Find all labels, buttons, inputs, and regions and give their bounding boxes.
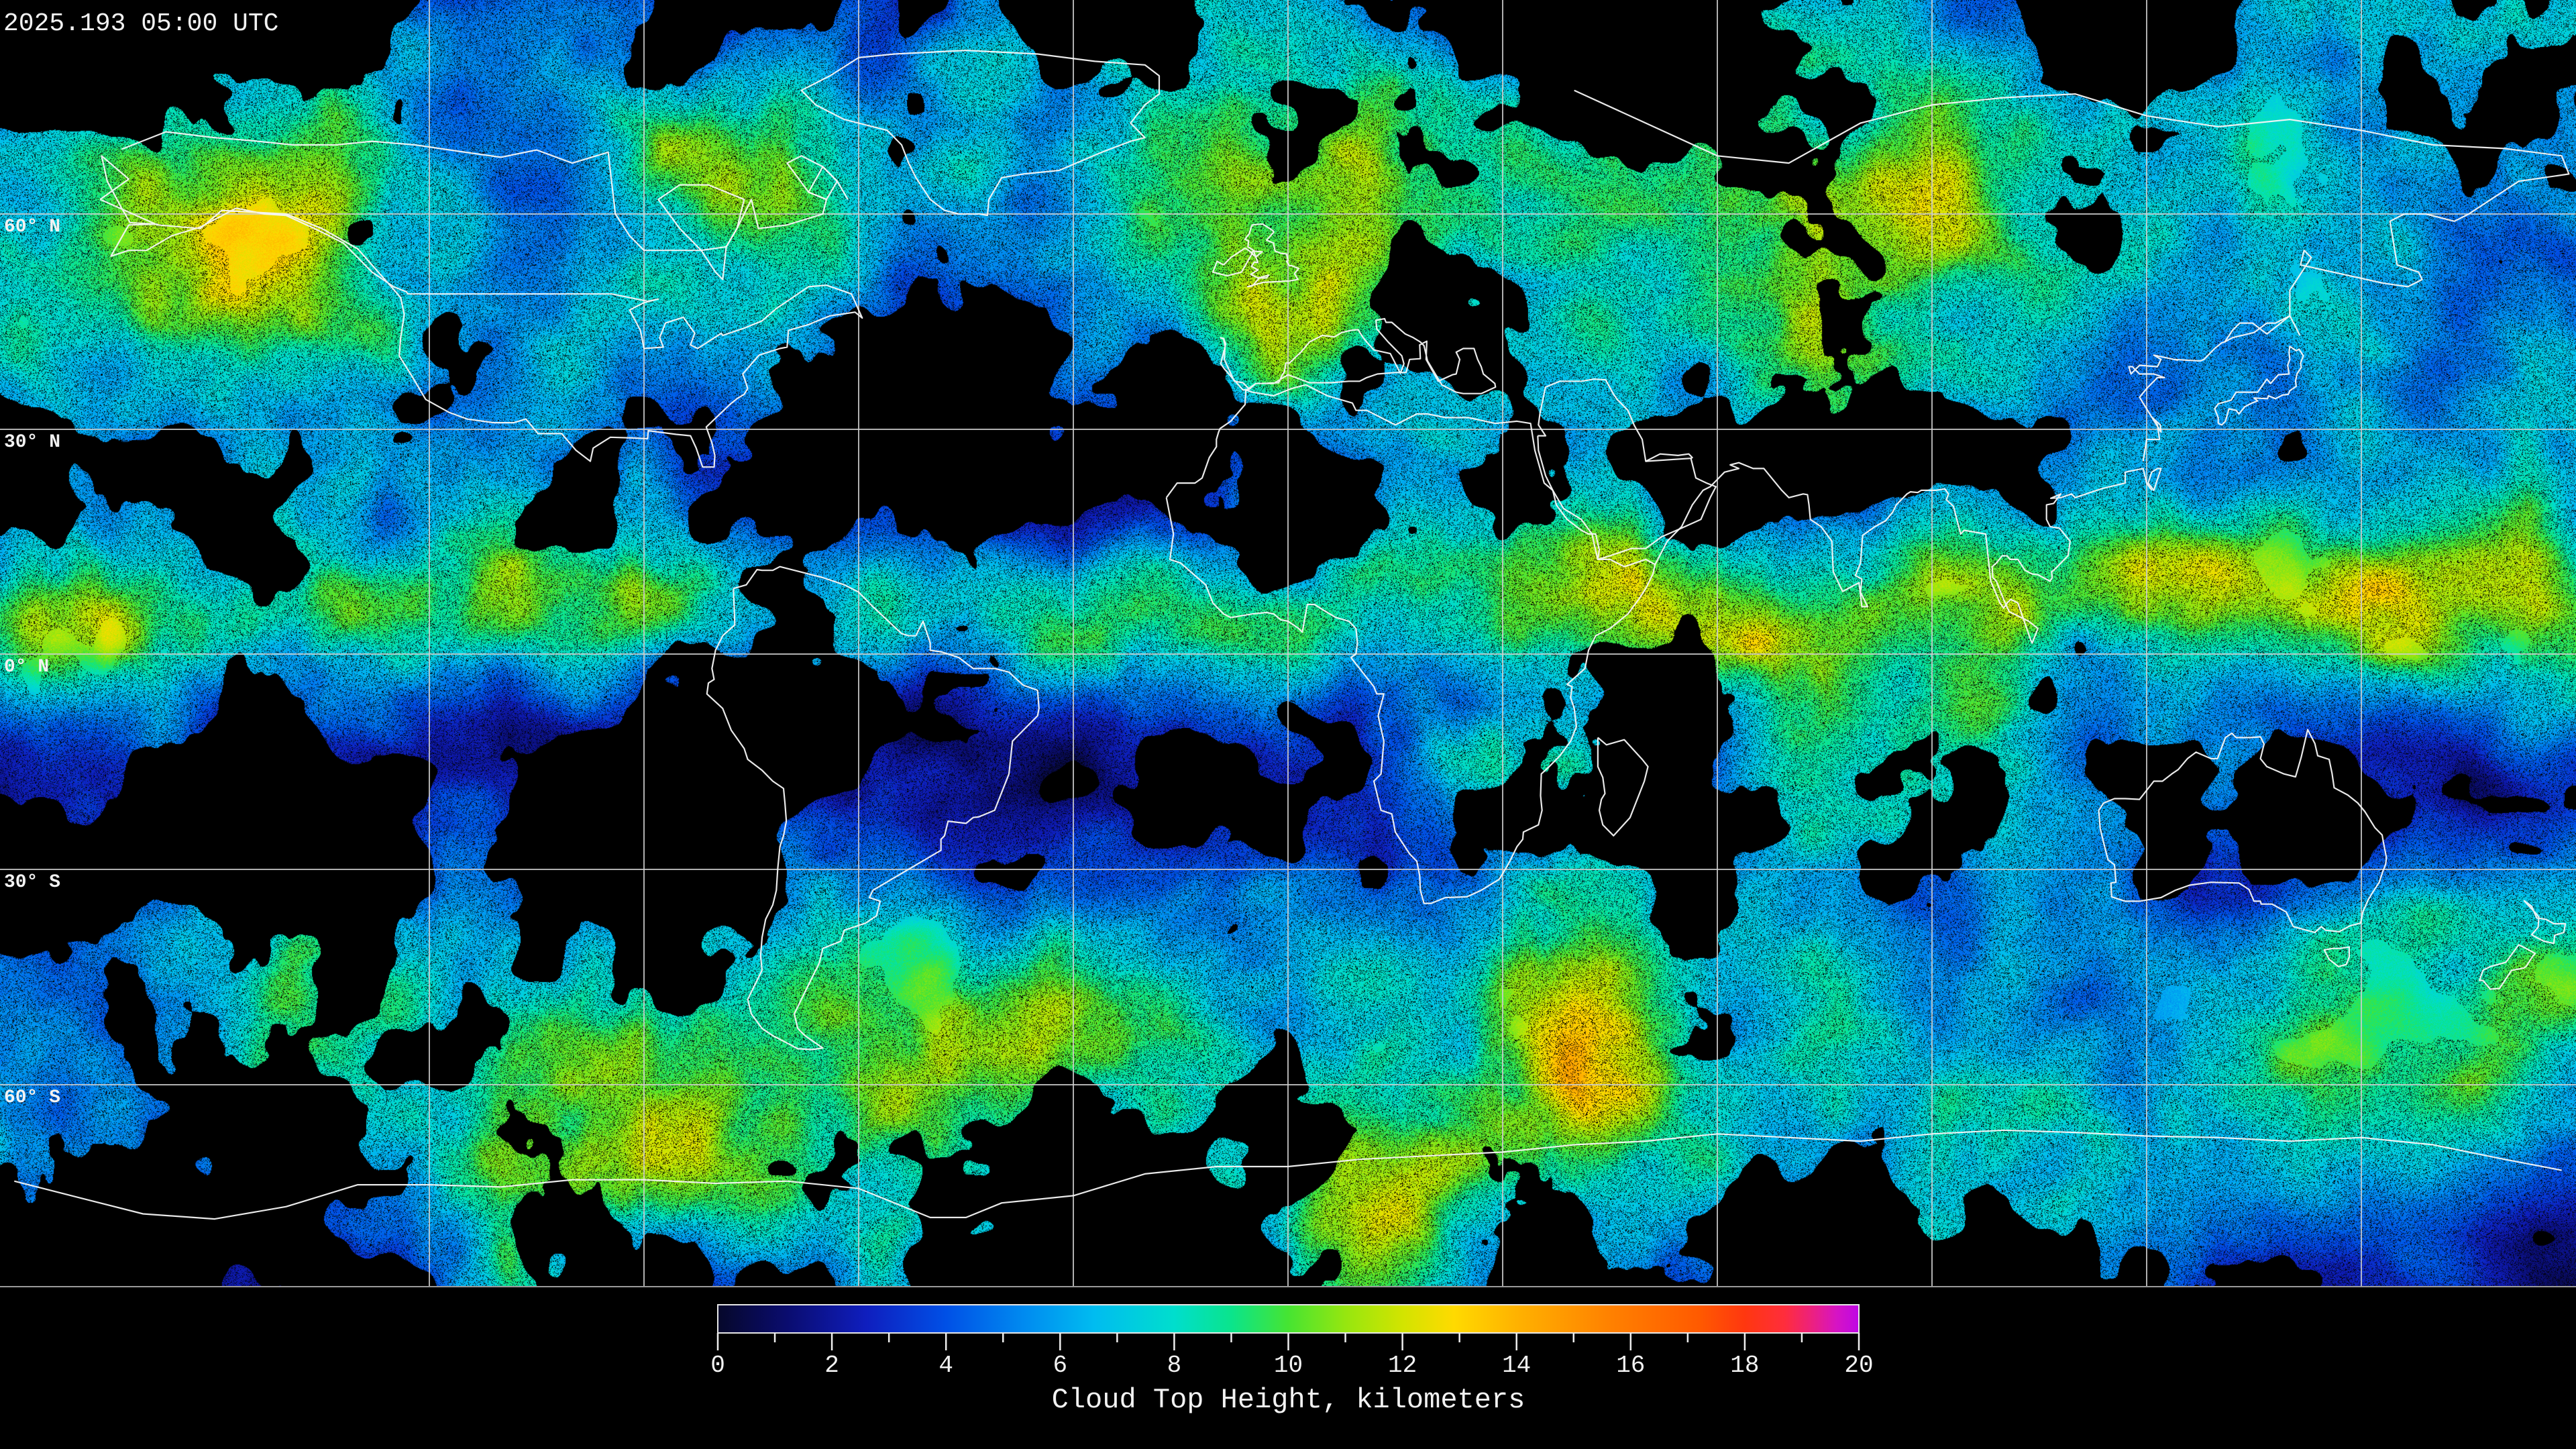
svg-text:60° S: 60° S <box>4 1087 60 1108</box>
svg-text:4: 4 <box>938 1352 953 1379</box>
svg-text:0: 0 <box>710 1352 725 1379</box>
svg-text:60° N: 60° N <box>4 217 60 237</box>
svg-text:2025.193 05:00 UTC: 2025.193 05:00 UTC <box>3 9 278 38</box>
svg-text:6: 6 <box>1053 1352 1067 1379</box>
svg-text:20: 20 <box>1844 1352 1873 1379</box>
svg-text:18: 18 <box>1730 1352 1759 1379</box>
svg-text:30° S: 30° S <box>4 872 60 893</box>
svg-text:10: 10 <box>1274 1352 1303 1379</box>
svg-text:30° N: 30° N <box>4 432 60 453</box>
svg-text:12: 12 <box>1388 1352 1417 1379</box>
svg-text:16: 16 <box>1616 1352 1645 1379</box>
svg-text:2: 2 <box>824 1352 839 1379</box>
svg-text:0° N: 0° N <box>4 657 49 678</box>
svg-text:14: 14 <box>1502 1352 1531 1379</box>
svg-text:Cloud Top Height, kilometers: Cloud Top Height, kilometers <box>1052 1384 1525 1416</box>
svg-text:8: 8 <box>1167 1352 1182 1379</box>
